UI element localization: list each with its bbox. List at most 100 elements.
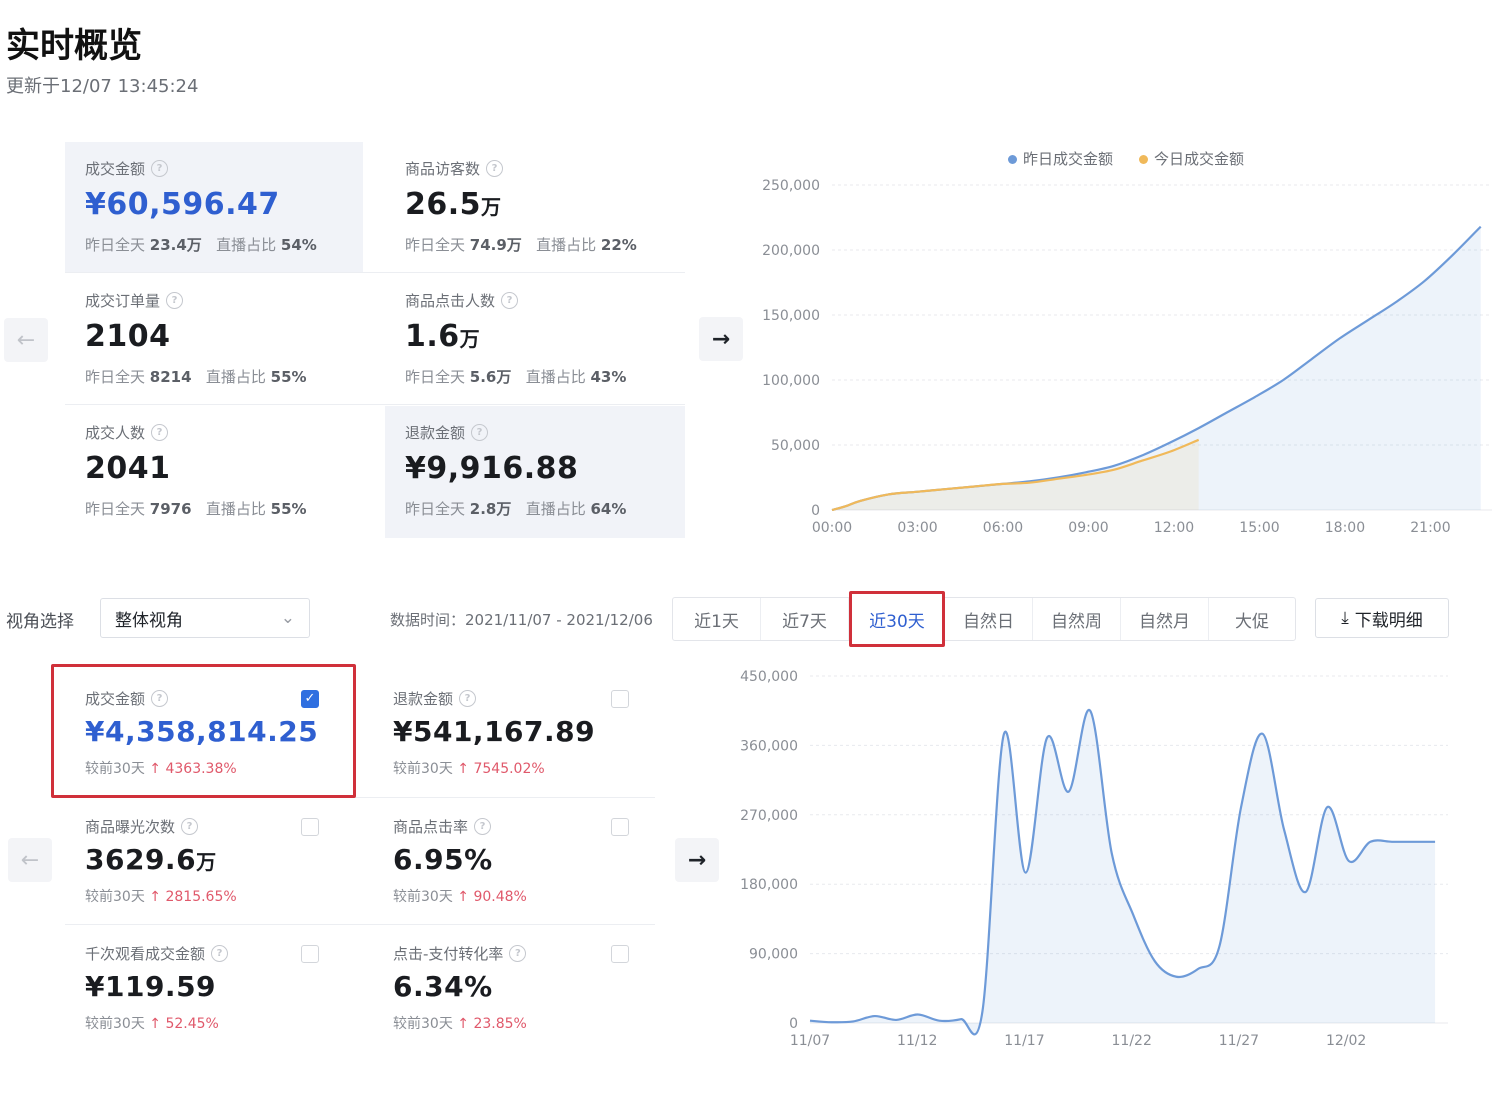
card-divider	[65, 272, 685, 273]
metric-label: 千次观看成交金额?	[85, 943, 323, 964]
metric-change: 较前30天 ↑ 23.85%	[393, 1016, 527, 1032]
metric-change: 较前30天 ↑ 7545.02%	[393, 761, 545, 777]
metric-label: 商品点击率?	[393, 816, 633, 837]
realtime-metric-card[interactable]: 商品访客数? 26.5万 昨日全天 74.9万 直播占比 22%	[385, 142, 685, 272]
question-circle-icon[interactable]: ?	[151, 424, 169, 441]
period-metric-card[interactable]: 商品点击率? 6.95% 较前30天 ↑ 90.48%	[373, 800, 653, 918]
metric-checkbox[interactable]	[611, 818, 629, 836]
period-metric-card[interactable]: 千次观看成交金额? ¥119.59 较前30天 ↑ 52.45%	[65, 927, 343, 1045]
period-metric-card[interactable]: 退款金额? ¥541,167.89 较前30天 ↑ 7545.02%	[373, 672, 653, 790]
metric-checkbox[interactable]	[301, 945, 319, 963]
card-divider	[65, 797, 655, 798]
y-tick-label: 150,000	[762, 308, 820, 324]
arrow-left-icon[interactable]: ←	[8, 838, 52, 882]
metric-checkbox[interactable]	[611, 690, 629, 708]
tab-natural-day[interactable]: 自然日	[945, 598, 1033, 640]
question-circle-icon[interactable]: ?	[486, 160, 504, 177]
x-tick-label: 11/22	[1112, 1033, 1152, 1049]
arrow-up-icon: ↑	[457, 1016, 470, 1032]
view-select-label: 视角选择	[6, 612, 74, 632]
highlight-frame	[51, 664, 356, 798]
x-tick-label: 00:00	[812, 520, 852, 536]
metric-label: 成交金额?	[85, 688, 323, 709]
tab-natural-month[interactable]: 自然月	[1121, 598, 1209, 640]
tab-7day[interactable]: 近7天	[761, 598, 849, 640]
arrow-up-icon: ↑	[149, 761, 162, 777]
y-tick-label: 360,000	[740, 738, 798, 754]
view-select-value: 整体视角	[115, 610, 183, 631]
question-circle-icon[interactable]: ?	[459, 690, 477, 707]
x-tick-label: 06:00	[983, 520, 1023, 536]
arrow-left-icon[interactable]: ←	[4, 318, 48, 362]
arrow-up-icon: ↑	[149, 1016, 162, 1032]
metric-change: 较前30天 ↑ 90.48%	[393, 889, 527, 905]
period-metric-card[interactable]: 商品曝光次数? 3629.6万 较前30天 ↑ 2815.65%	[65, 800, 343, 918]
arrow-up-icon: ↑	[457, 761, 470, 777]
y-tick-label: 100,000	[762, 373, 820, 389]
metric-change: 较前30天 ↑ 52.45%	[85, 1016, 219, 1032]
metric-value: ¥4,358,814.25	[85, 715, 319, 748]
metric-value: 2041	[85, 451, 171, 486]
metric-value: ¥119.59	[85, 970, 217, 1003]
y-tick-label: 180,000	[740, 877, 798, 893]
realtime-metric-card[interactable]: 成交订单量? 2104 昨日全天 8214 直播占比 55%	[65, 274, 363, 404]
metric-value: ¥60,596.47	[85, 187, 280, 222]
realtime-metric-card[interactable]: 成交人数? 2041 昨日全天 7976 直播占比 55%	[65, 406, 363, 536]
x-tick-label: 18:00	[1325, 520, 1365, 536]
series-line	[809, 709, 1436, 1036]
question-circle-icon[interactable]: ?	[211, 945, 229, 962]
data-range: 数据时间：2021/11/07 - 2021/12/06	[390, 611, 653, 629]
checkbox-checked-icon[interactable]: ✓	[301, 690, 319, 708]
question-circle-icon[interactable]: ?	[474, 818, 492, 835]
question-circle-icon[interactable]: ?	[151, 690, 169, 707]
metric-value: ¥9,916.88	[405, 451, 579, 486]
download-button[interactable]: ⤓ 下载明细	[1315, 598, 1449, 638]
arrow-up-icon: ↑	[457, 889, 470, 905]
question-circle-icon[interactable]: ?	[471, 424, 489, 441]
period-metric-card[interactable]: 点击-支付转化率? 6.34% 较前30天 ↑ 23.85%	[373, 927, 653, 1045]
metric-label: 商品访客数?	[405, 158, 665, 179]
y-tick-label: 0	[811, 503, 820, 519]
question-circle-icon[interactable]: ?	[181, 818, 199, 835]
metric-unit: 万	[196, 850, 217, 874]
period-metric-card[interactable]: 成交金额? ¥4,358,814.25 较前30天 ↑ 4363.38% ✓	[65, 672, 343, 790]
metric-value: 2104	[85, 319, 171, 354]
question-circle-icon[interactable]: ?	[501, 292, 519, 309]
series-line	[831, 438, 1200, 512]
series-area	[810, 709, 1436, 1035]
metric-checkbox[interactable]	[301, 818, 319, 836]
tab-natural-week[interactable]: 自然周	[1033, 598, 1121, 640]
metric-value: 1.6万	[405, 319, 481, 354]
y-tick-label: 250,000	[762, 178, 820, 194]
realtime-metric-card[interactable]: 退款金额? ¥9,916.88 昨日全天 2.8万 直播占比 64%	[385, 406, 685, 538]
tab-promotion[interactable]: 大促	[1235, 611, 1269, 632]
arrow-right-icon[interactable]: →	[675, 838, 719, 882]
metric-checkbox[interactable]	[611, 945, 629, 963]
page-title: 实时概览	[6, 26, 142, 66]
metric-compare: 昨日全天 5.6万 直播占比 43%	[405, 368, 627, 386]
x-tick-label: 09:00	[1068, 520, 1108, 536]
legend-today: 今日成交金额	[1139, 148, 1244, 169]
legend-yesterday: 昨日成交金额	[1008, 148, 1113, 169]
metric-label: 退款金额?	[405, 422, 665, 443]
view-select[interactable]: 整体视角 ⌄	[100, 598, 310, 638]
realtime-metric-card[interactable]: 成交金额? ¥60,596.47 昨日全天 23.4万 直播占比 54%	[65, 142, 363, 272]
period-tabs: 近1天 近7天 近30天 自然日 自然周 自然月 大促	[672, 591, 1296, 647]
realtime-metric-card[interactable]: 商品点击人数? 1.6万昨日全天 5.6万 直播占比 43%	[385, 274, 685, 404]
question-circle-icon[interactable]: ?	[151, 160, 169, 177]
arrow-right-icon[interactable]: →	[699, 317, 743, 361]
metric-label: 成交订单量?	[85, 290, 343, 311]
x-tick-label: 03:00	[897, 520, 937, 536]
metric-label: 商品点击人数?	[405, 290, 665, 311]
tab-30day[interactable]: 近30天	[849, 591, 945, 647]
y-tick-label: 450,000	[740, 669, 798, 685]
series-area	[832, 226, 1481, 510]
question-circle-icon[interactable]: ?	[166, 292, 184, 309]
metric-compare: 昨日全天 74.9万 直播占比 22%	[405, 236, 637, 254]
metric-compare: 昨日全天 23.4万 直播占比 54%	[85, 236, 317, 254]
question-circle-icon[interactable]: ?	[509, 945, 527, 962]
tab-1day[interactable]: 近1天	[673, 598, 761, 640]
metric-value: 6.95%	[393, 843, 493, 876]
metric-unit: 万	[481, 195, 502, 219]
updated-time: 更新于12/07 13:45:24	[6, 76, 199, 97]
